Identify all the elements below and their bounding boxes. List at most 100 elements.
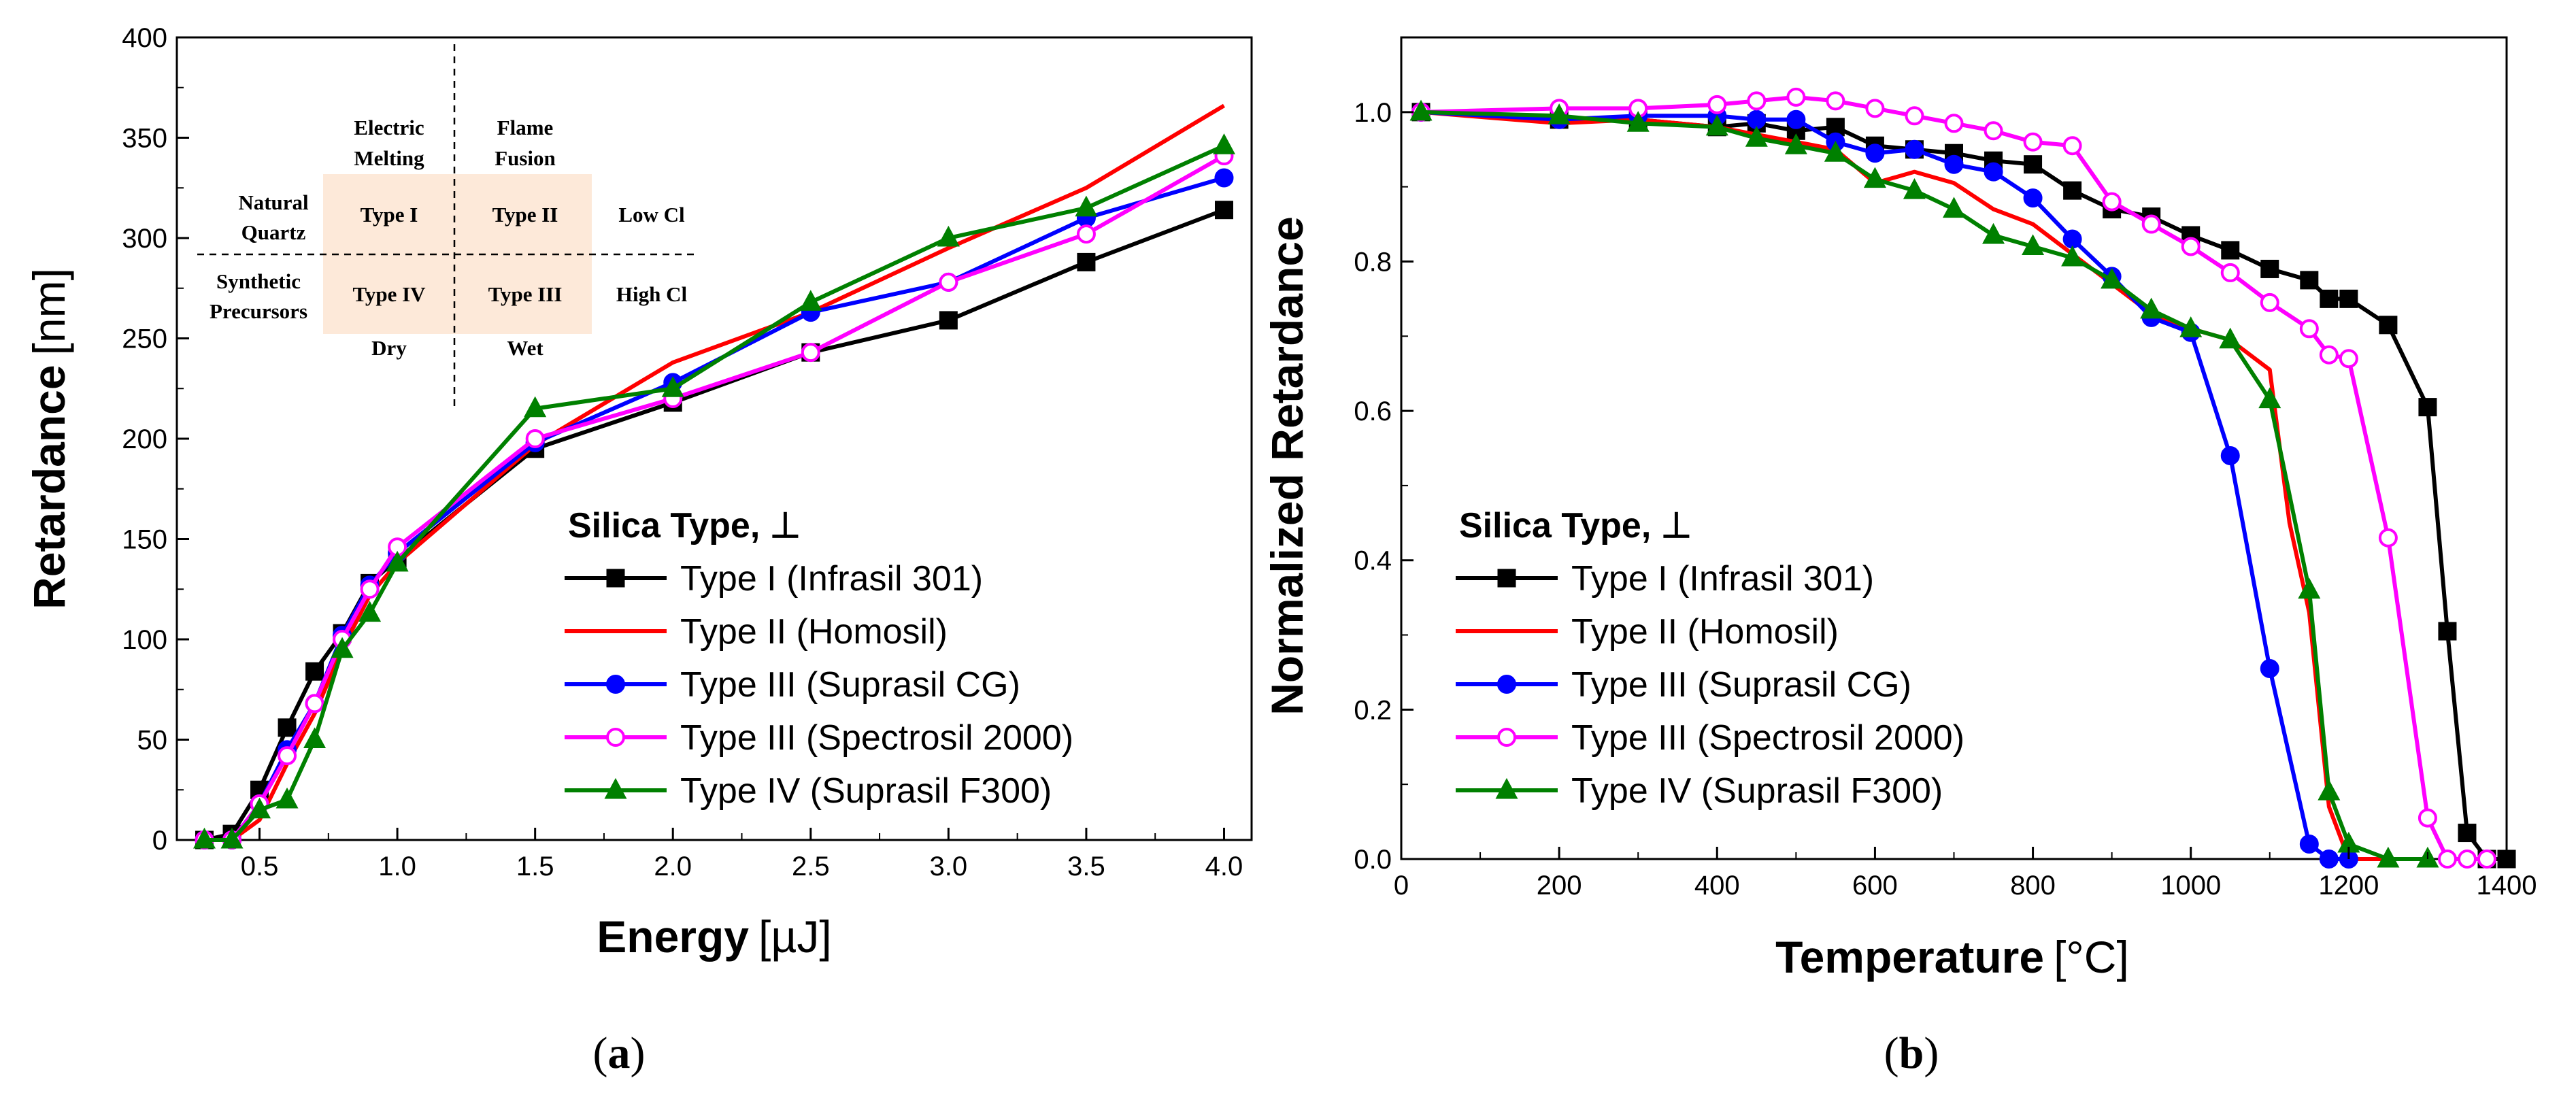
chart-a-series-type-iv-suprasil-f300 (193, 133, 1235, 849)
chart-b-series-group (1409, 87, 2516, 869)
chart-b-legend-label: Type IV (Suprasil F300) (1571, 771, 1943, 811)
chart-b-xlabel-main: Temperature (1775, 932, 2044, 982)
chart-b-legend-entry-type-iii-suprasil-cg: Type III (Suprasil CG) (1456, 665, 1911, 705)
chart-b-point-type-iii-suprasil-cg (1865, 144, 1885, 163)
chart-b-ticks: 0 200 400 600 800 1000 1200 1400 0.0 0.2 0.4 0.6 0.8… (1354, 98, 2537, 901)
chart-b-point-type-iv-suprasil-f300 (2061, 245, 2084, 267)
chart-b-legend-title: Silica Type, ⊥ (1459, 506, 1692, 545)
inset-cell-type-iii: Type III (488, 282, 563, 306)
chart-b-xtick-label: 0 (1394, 871, 1409, 901)
chart-a-series-group (193, 103, 1235, 850)
chart-a-ytick-label: 50 (137, 726, 168, 756)
chart-b-point-type-iii-spectrosil-2000 (1826, 91, 1845, 111)
chart-b-point-type-iii-suprasil-cg (2260, 658, 2279, 678)
chart-a-point-type-iv-suprasil-f300 (386, 550, 409, 572)
inset-col2-line2: Fusion (495, 146, 556, 170)
chart-a-point-type-iv-suprasil-f300 (661, 376, 684, 397)
chart-b-point-type-iv-suprasil-f300 (2022, 234, 2045, 255)
chart-b-panel-letter: b (1899, 1028, 1924, 1078)
chart-b-point-type-iv-suprasil-f300 (2298, 577, 2321, 599)
inset-col2-line1: Flame (497, 116, 554, 139)
chart-a-point-type-iv-suprasil-f300 (275, 787, 299, 809)
chart-b-point-type-iv-suprasil-f300 (2258, 387, 2281, 409)
chart-a: Electric Melting Flame Fusion Natural Qu… (24, 23, 1253, 1078)
chart-b-point-type-iii-spectrosil-2000 (1905, 106, 1924, 126)
chart-a-point-type-i-infrasil-301 (278, 718, 297, 737)
chart-b-point-type-iv-suprasil-f300 (2101, 267, 2124, 289)
chart-b-point-type-iv-suprasil-f300 (2219, 327, 2242, 349)
chart-a-xtick-label: 4.0 (1205, 852, 1243, 881)
chart-a-point-type-i-infrasil-301 (1214, 201, 1233, 220)
chart-a-legend-label: Type III (Suprasil CG) (680, 665, 1020, 705)
chart-a-xtick-label: 0.5 (241, 852, 279, 881)
chart-b-point-type-i-infrasil-301 (2024, 155, 2043, 174)
chart-b-legend-label: Type I (Infrasil 301) (1571, 559, 1874, 599)
chart-a-ytick-label: 0 (152, 826, 167, 856)
chart-a-legend-entry-type-ii-homosil: Type II (Homosil) (565, 612, 948, 652)
chart-b-point-type-iv-suprasil-f300 (1824, 141, 1847, 162)
chart-b-series-type-iii-spectrosil-2000 (1411, 87, 2496, 869)
chart-a-point-type-iv-suprasil-f300 (1075, 195, 1098, 217)
chart-a-ylabel: Retardance [nm] (24, 268, 74, 609)
chart-b-legend-entry-type-iii-spectrosil-2000: Type III (Spectrosil 2000) (1456, 718, 1964, 758)
chart-a-point-type-iii-spectrosil-2000 (278, 746, 297, 766)
chart-b-point-type-iii-spectrosil-2000 (2378, 528, 2398, 548)
chart-b-point-type-iii-spectrosil-2000 (2299, 319, 2319, 339)
chart-a-ytick-label: 200 (122, 424, 167, 454)
inset-wet: Wet (507, 336, 543, 360)
chart-b: 0 200 400 600 800 1000 1200 1400 0.0 0.2 0.4 0.6 0.8… (1262, 36, 2537, 1078)
chart-b-ytick-label: 1.0 (1354, 98, 1392, 128)
chart-a-legend-label: Type I (Infrasil 301) (680, 559, 983, 599)
chart-a-ytick-label: 150 (122, 525, 167, 555)
chart-b-legend-marker (1495, 777, 1518, 799)
chart-b-xtick-label: 400 (1694, 871, 1740, 901)
chart-b-point-type-iii-spectrosil-2000 (1747, 91, 1767, 111)
inset-low-cl: Low Cl (618, 203, 685, 226)
chart-a-legend-entry-type-iii-spectrosil-2000: Type III (Spectrosil 2000) (565, 718, 1073, 758)
chart-b-legend-marker (1497, 675, 1516, 694)
chart-a-point-type-i-infrasil-301 (1077, 252, 1096, 271)
chart-a-point-type-iv-suprasil-f300 (193, 827, 216, 849)
chart-b-point-type-iii-spectrosil-2000 (1865, 99, 1885, 118)
chart-b-point-type-iii-suprasil-cg (1905, 139, 1924, 159)
chart-b-point-type-iv-suprasil-f300 (1942, 197, 1966, 218)
chart-b-line-type-ii-homosil (1420, 110, 2388, 861)
chart-a-point-type-iii-spectrosil-2000 (305, 694, 324, 713)
chart-a-point-type-i-infrasil-301 (939, 311, 958, 330)
chart-a-panel-letter: a (608, 1028, 631, 1078)
chart-b-point-type-iv-suprasil-f300 (1409, 99, 1433, 121)
chart-a-legend-entry-type-i-infrasil-301: Type I (Infrasil 301) (565, 559, 983, 599)
inset-row1-line1: Natural (238, 190, 309, 214)
chart-b-point-type-iii-spectrosil-2000 (1786, 87, 1806, 107)
chart-a-legend-marker (604, 777, 627, 799)
inset-dry: Dry (371, 336, 407, 360)
chart-b-legend-marker (1497, 728, 1516, 747)
chart-b-point-type-i-infrasil-301 (2339, 289, 2358, 308)
chart-b-point-type-iii-spectrosil-2000 (2220, 263, 2240, 282)
chart-a-panel-label: (a) (593, 1028, 646, 1078)
chart-b-series-type-ii-homosil (1420, 110, 2388, 861)
chart-b-legend: Silica Type, ⊥ Type I (Infrasil 301) Type… (1456, 506, 1964, 811)
chart-b-point-type-i-infrasil-301 (2320, 289, 2339, 308)
chart-a-xtick-label: 3.0 (930, 852, 968, 881)
chart-b-point-type-iv-suprasil-f300 (1903, 178, 1926, 199)
chart-a-point-type-iv-suprasil-f300 (248, 797, 271, 819)
chart-a-legend-title: Silica Type, ⊥ (568, 506, 801, 545)
chart-a-point-type-iv-suprasil-f300 (358, 601, 382, 622)
inset-col1-line1: Electric (354, 116, 424, 139)
chart-b-xtick-label: 1000 (2160, 871, 2221, 901)
chart-b-point-type-iii-suprasil-cg (1747, 110, 1767, 129)
chart-b-point-type-iii-spectrosil-2000 (2339, 349, 2358, 369)
chart-b-legend-entry-type-iv-suprasil-f300: Type IV (Suprasil F300) (1456, 771, 1943, 811)
chart-b-legend-label: Type III (Suprasil CG) (1571, 665, 1911, 705)
chart-b-point-type-iii-spectrosil-2000 (1984, 121, 2003, 141)
chart-b-point-type-iii-spectrosil-2000 (2319, 345, 2339, 365)
chart-a-point-type-iii-spectrosil-2000 (801, 343, 820, 363)
chart-a-legend-entry-type-iv-suprasil-f300: Type IV (Suprasil F300) (565, 771, 1052, 811)
chart-a-xtick-label: 1.0 (378, 852, 416, 881)
chart-a-point-type-i-infrasil-301 (305, 662, 324, 681)
inset-row1-line2: Quartz (241, 220, 306, 244)
chart-b-xtick-label: 200 (1537, 871, 1582, 901)
chart-a-xlabel: Energy [µJ] (597, 911, 831, 962)
